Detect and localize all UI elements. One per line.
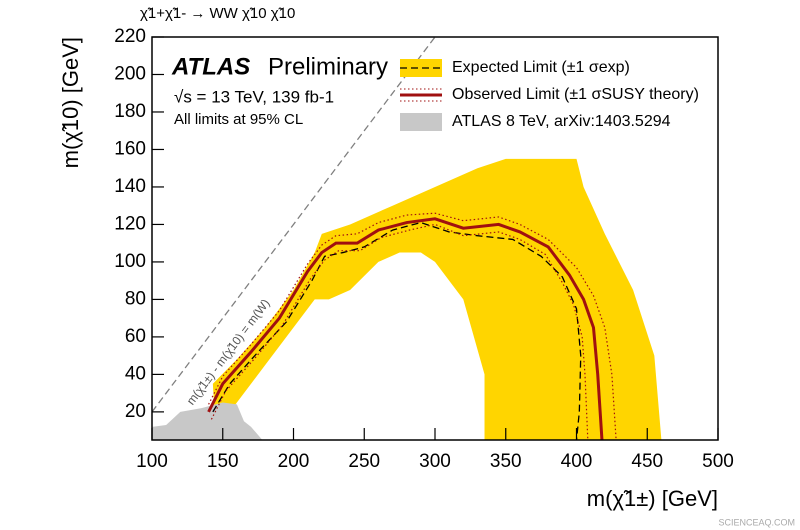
x-tick-label: 350 [490, 451, 522, 472]
y-tick-label: 80 [125, 288, 146, 309]
y-tick-label: 20 [125, 401, 146, 422]
process-title: χ̃1+χ̃1- → WW χ̃10 χ̃10 [140, 5, 295, 22]
x-tick-label: 200 [278, 451, 310, 472]
y-tick-label: 140 [114, 176, 146, 197]
observed-line [207, 217, 604, 440]
x-tick-label: 150 [207, 451, 239, 472]
x-tick-label: 300 [419, 451, 451, 472]
legend-label: Observed Limit (±1 σSUSY theory) [452, 86, 699, 103]
experiment-label: ATLAS [171, 53, 250, 80]
y-tick-label: 160 [114, 138, 146, 159]
y-axis-label: m(χ̃10) [GeV] [58, 37, 83, 168]
x-tick-label: 500 [702, 451, 734, 472]
expected-line [212, 221, 582, 440]
legend-label: ATLAS 8 TeV, arXiv:1403.5294 [452, 113, 671, 130]
y-tick-label: 100 [114, 251, 146, 272]
y-tick-label: 220 [114, 26, 146, 47]
x-tick-label: 250 [348, 451, 380, 472]
legend-swatch [400, 59, 442, 77]
y-tick-label: 200 [114, 64, 146, 85]
expected-band [212, 158, 662, 440]
y-tick-label: 60 [125, 326, 146, 347]
cl-label: All limits at 95% CL [174, 111, 303, 128]
y-tick-label: 120 [114, 213, 146, 234]
y-tick-label: 40 [125, 363, 146, 384]
x-tick-label: 450 [631, 451, 663, 472]
x-tick-label: 400 [561, 451, 593, 472]
x-axis-label: m(χ̃1±) [GeV] [587, 486, 718, 511]
legend-swatch [400, 113, 442, 131]
excluded-region [152, 402, 263, 440]
x-tick-label: 100 [136, 451, 168, 472]
watermark: SCIENCEAQ.COM [718, 517, 795, 527]
plot-area [152, 37, 662, 440]
legend-label: Expected Limit (±1 σexp) [452, 59, 630, 76]
energy-label: √s = 13 TeV, 139 fb-1 [174, 87, 334, 106]
status-label: Preliminary [268, 53, 388, 80]
y-tick-label: 180 [114, 101, 146, 122]
kinematic-line [152, 37, 436, 413]
